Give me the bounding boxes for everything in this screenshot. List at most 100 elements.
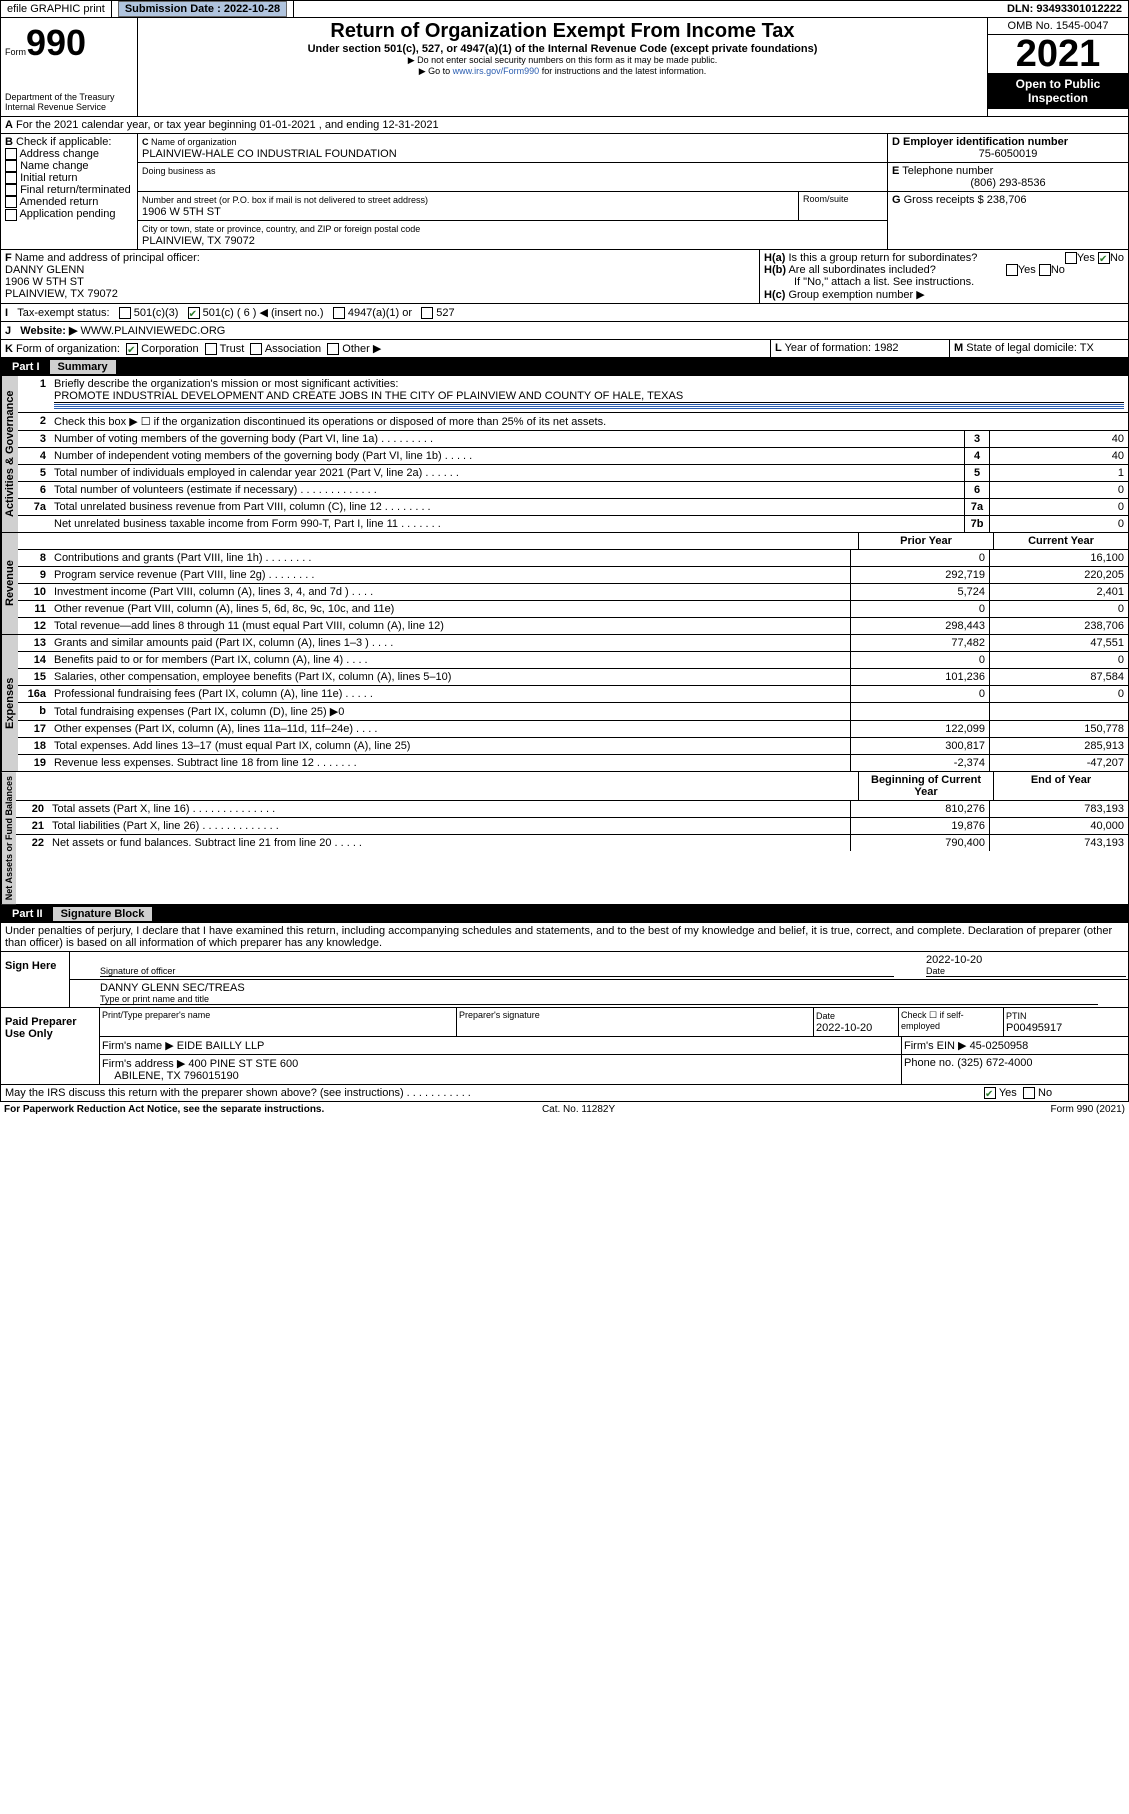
table-row: 18Total expenses. Add lines 13–17 (must …	[18, 738, 1128, 755]
cat-no: Cat. No. 11282Y	[542, 1104, 615, 1115]
street: 1906 W 5TH ST	[142, 206, 221, 218]
year-formation: 1982	[874, 342, 898, 354]
form990-link[interactable]: www.irs.gov/Form990	[453, 66, 540, 76]
submission-date-button[interactable]: Submission Date : 2022-10-28	[118, 1, 287, 17]
table-row: bTotal fundraising expenses (Part IX, co…	[18, 703, 1128, 721]
table-row: 21Total liabilities (Part X, line 26) . …	[16, 818, 1128, 835]
ptin: P00495917	[1006, 1022, 1062, 1034]
table-row: 9Program service revenue (Part VIII, lin…	[18, 567, 1128, 584]
ha-no[interactable]	[1098, 252, 1110, 264]
block-b-g: B Check if applicable: Address change Na…	[0, 134, 1129, 250]
table-row: 22Net assets or fund balances. Subtract …	[16, 835, 1128, 851]
form-subtitle: Under section 501(c), 527, or 4947(a)(1)…	[146, 43, 979, 55]
mission-text: PROMOTE INDUSTRIAL DEVELOPMENT AND CREAT…	[54, 390, 1124, 403]
table-row: 15Salaries, other compensation, employee…	[18, 669, 1128, 686]
form-word: Form	[5, 47, 26, 57]
table-row: 20Total assets (Part X, line 16) . . . .…	[16, 801, 1128, 818]
name-change-check[interactable]	[5, 160, 17, 172]
table-row: 13Grants and similar amounts paid (Part …	[18, 635, 1128, 652]
table-row: 19Revenue less expenses. Subtract line 1…	[18, 755, 1128, 771]
block-f-h: F Name and address of principal officer:…	[0, 250, 1129, 304]
self-employed-check[interactable]: Check ☐ if self-employed	[899, 1008, 1004, 1036]
application-pending-check[interactable]	[5, 209, 17, 221]
amended-return-check[interactable]	[5, 196, 17, 208]
ha-yes[interactable]	[1065, 252, 1077, 264]
dba-label: Doing business as	[142, 166, 216, 176]
check-if-label: Check if applicable:	[16, 136, 111, 148]
table-row: Net unrelated business taxable income fr…	[18, 516, 1128, 532]
sign-date: 2022-10-20	[926, 954, 982, 966]
expenses-section: Expenses 13Grants and similar amounts pa…	[0, 635, 1129, 772]
line-i: I Tax-exempt status: 501(c)(3) 501(c) ( …	[0, 304, 1129, 322]
address-change-check[interactable]	[5, 148, 17, 160]
org-name: PLAINVIEW-HALE CO INDUSTRIAL FOUNDATION	[142, 148, 397, 160]
ein: 75-6050019	[892, 148, 1124, 160]
phone: (806) 293-8536	[892, 177, 1124, 189]
top-bar: efile GRAPHIC print Submission Date : 20…	[0, 0, 1129, 18]
hb-yes[interactable]	[1006, 264, 1018, 276]
table-row: 5Total number of individuals employed in…	[18, 465, 1128, 482]
initial-return-check[interactable]	[5, 172, 17, 184]
governance-section: Activities & Governance 1 Briefly descri…	[0, 376, 1129, 533]
table-row: 6Total number of volunteers (estimate if…	[18, 482, 1128, 499]
page-footer: For Paperwork Reduction Act Notice, see …	[0, 1102, 1129, 1117]
form-title: Return of Organization Exempt From Incom…	[146, 20, 979, 43]
line-k-l-m: K Form of organization: Corporation Trus…	[0, 340, 1129, 358]
discuss-no[interactable]	[1023, 1087, 1035, 1099]
open-public: Open to Public Inspection	[988, 73, 1128, 109]
501c3-check[interactable]	[119, 307, 131, 319]
final-return-check[interactable]	[5, 184, 17, 196]
form-header: Form990 Department of the Treasury Inter…	[0, 18, 1129, 117]
527-check[interactable]	[421, 307, 433, 319]
table-row: 16aProfessional fundraising fees (Part I…	[18, 686, 1128, 703]
other-check[interactable]	[327, 343, 339, 355]
table-row: 17Other expenses (Part IX, column (A), l…	[18, 721, 1128, 738]
hb-no[interactable]	[1039, 264, 1051, 276]
revenue-section: Revenue Prior YearCurrent Year 8Contribu…	[0, 533, 1129, 635]
city: PLAINVIEW, TX 79072	[142, 235, 255, 247]
officer-name-title: DANNY GLENN SEC/TREAS	[100, 982, 245, 994]
net-assets-section: Net Assets or Fund Balances Beginning of…	[0, 772, 1129, 905]
firm-addr: 400 PINE ST STE 600	[188, 1058, 298, 1070]
net-assets-tab: Net Assets or Fund Balances	[1, 772, 16, 904]
firm-name: EIDE BAILLY LLP	[177, 1040, 265, 1052]
corp-check[interactable]	[126, 343, 138, 355]
table-row: 3Number of voting members of the governi…	[18, 431, 1128, 448]
penalties-text: Under penalties of perjury, I declare th…	[0, 923, 1129, 952]
expenses-tab: Expenses	[1, 635, 18, 771]
gross-receipts: 238,706	[987, 194, 1027, 206]
sign-here-block: Sign Here Signature of officer 2022-10-2…	[0, 952, 1129, 1008]
form-number: 990	[26, 22, 86, 63]
table-row: 7aTotal unrelated business revenue from …	[18, 499, 1128, 516]
paid-preparer-block: Paid Preparer Use Only Print/Type prepar…	[0, 1008, 1129, 1085]
firm-phone: (325) 672-4000	[957, 1057, 1032, 1069]
table-row: 10Investment income (Part VIII, column (…	[18, 584, 1128, 601]
table-row: 12Total revenue—add lines 8 through 11 (…	[18, 618, 1128, 634]
line-j: J Website: ▶ WWW.PLAINVIEWEDC.ORG	[0, 322, 1129, 340]
table-row: 14Benefits paid to or for members (Part …	[18, 652, 1128, 669]
table-row: 4Number of independent voting members of…	[18, 448, 1128, 465]
efile-label: efile GRAPHIC print	[1, 1, 112, 17]
ssn-note: ▶ Do not enter social security numbers o…	[146, 55, 979, 66]
governance-tab: Activities & Governance	[1, 376, 18, 532]
part2-header: Part II Signature Block	[0, 905, 1129, 923]
4947-check[interactable]	[333, 307, 345, 319]
room-label: Room/suite	[799, 192, 887, 220]
501c-check[interactable]	[188, 307, 200, 319]
state-domicile: TX	[1080, 342, 1094, 354]
firm-ein: 45-0250958	[970, 1040, 1029, 1052]
dln: DLN: 93493301012222	[1001, 1, 1128, 17]
revenue-tab: Revenue	[1, 533, 18, 634]
tax-year: 2021	[988, 35, 1128, 73]
discuss-line: May the IRS discuss this return with the…	[0, 1085, 1129, 1102]
discuss-yes[interactable]	[984, 1087, 996, 1099]
assoc-check[interactable]	[250, 343, 262, 355]
form-ref: Form 990 (2021)	[1050, 1104, 1124, 1115]
goto-note: ▶ Go to www.irs.gov/Form990 for instruct…	[146, 66, 979, 77]
table-row: 11Other revenue (Part VIII, column (A), …	[18, 601, 1128, 618]
table-row: 8Contributions and grants (Part VIII, li…	[18, 550, 1128, 567]
trust-check[interactable]	[205, 343, 217, 355]
prep-date: 2022-10-20	[816, 1022, 872, 1034]
line-a: A For the 2021 calendar year, or tax yea…	[0, 117, 1129, 134]
officer-name: DANNY GLENN	[5, 264, 84, 276]
